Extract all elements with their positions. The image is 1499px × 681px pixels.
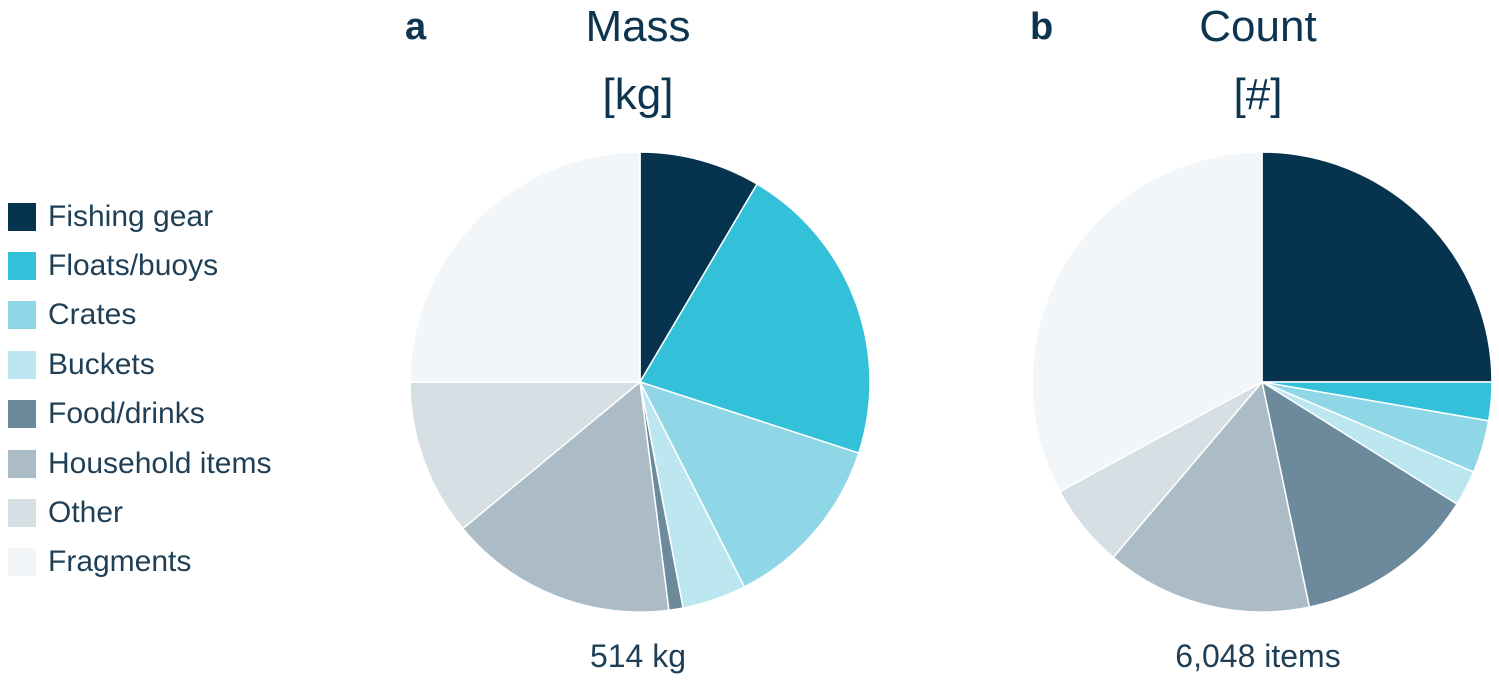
legend-swatch xyxy=(8,350,36,379)
chart-unit-count: [#] xyxy=(1233,70,1283,119)
legend-swatch xyxy=(8,301,36,330)
chart-title-count: Count xyxy=(1199,2,1317,51)
legend-item-food-drinks: Food/drinks xyxy=(8,390,271,439)
pie-slice-fishing-gear xyxy=(1261,151,1493,383)
legend-swatch xyxy=(8,548,36,577)
pie-slice-fragments xyxy=(1031,151,1263,493)
legend-item-floats-buoys: Floats/buoys xyxy=(8,241,271,290)
legend-item-fragments: Fragments xyxy=(8,538,271,587)
legend-label: Food/drinks xyxy=(48,397,205,431)
pie-slice-food-drinks xyxy=(1260,380,1459,608)
legend-swatch xyxy=(8,449,36,478)
legend-label: Crates xyxy=(48,298,137,332)
legend: Fishing gear Floats/buoys Crates Buckets… xyxy=(8,192,271,587)
legend-swatch xyxy=(8,202,36,231)
legend-item-crates: Crates xyxy=(8,291,271,340)
total-label-count: 6,048 items xyxy=(1175,638,1341,674)
legend-label: Floats/buoys xyxy=(48,249,219,283)
legend-label: Buckets xyxy=(48,347,155,381)
total-label-mass: 514 kg xyxy=(589,638,687,674)
legend-label: Fishing gear xyxy=(48,199,214,233)
pie-slice-household-items xyxy=(461,380,670,613)
legend-item-fishing-gear: Fishing gear xyxy=(8,192,271,241)
pie-slice-household-items xyxy=(1112,380,1311,613)
legend-swatch xyxy=(8,252,36,281)
legend-item-other: Other xyxy=(8,488,271,537)
legend-item-buckets: Buckets xyxy=(8,340,271,389)
pie-slice-fragments xyxy=(409,151,641,383)
legend-item-household-items: Household items xyxy=(8,439,271,488)
panel-letter-a: a xyxy=(405,6,427,48)
chart-title-mass: Mass xyxy=(585,2,691,51)
legend-swatch xyxy=(8,499,36,528)
legend-label: Other xyxy=(48,496,124,530)
panel-letter-b: b xyxy=(1030,6,1054,48)
legend-swatch xyxy=(8,400,36,429)
legend-label: Fragments xyxy=(48,545,192,579)
chart-unit-mass: [kg] xyxy=(602,70,674,119)
pie-slice-other xyxy=(409,381,643,530)
pie-slice-fishing-gear xyxy=(639,151,759,385)
pie-slice-crates xyxy=(638,380,860,588)
legend-label: Household items xyxy=(48,446,272,480)
pie-slice-floats-buoys xyxy=(638,183,871,455)
